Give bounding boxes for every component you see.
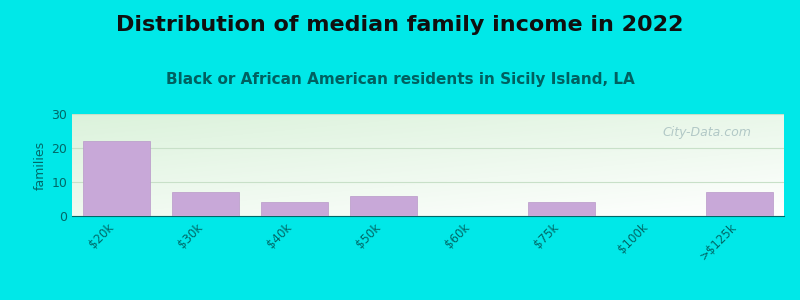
Bar bbox=[528, 202, 595, 216]
Text: Black or African American residents in Sicily Island, LA: Black or African American residents in S… bbox=[166, 72, 634, 87]
Bar bbox=[172, 192, 239, 216]
Bar bbox=[83, 141, 150, 216]
Bar bbox=[350, 196, 417, 216]
Bar bbox=[261, 202, 328, 216]
Bar bbox=[706, 192, 773, 216]
Text: City-Data.com: City-Data.com bbox=[663, 126, 752, 139]
Y-axis label: families: families bbox=[34, 140, 47, 190]
Text: Distribution of median family income in 2022: Distribution of median family income in … bbox=[116, 15, 684, 35]
